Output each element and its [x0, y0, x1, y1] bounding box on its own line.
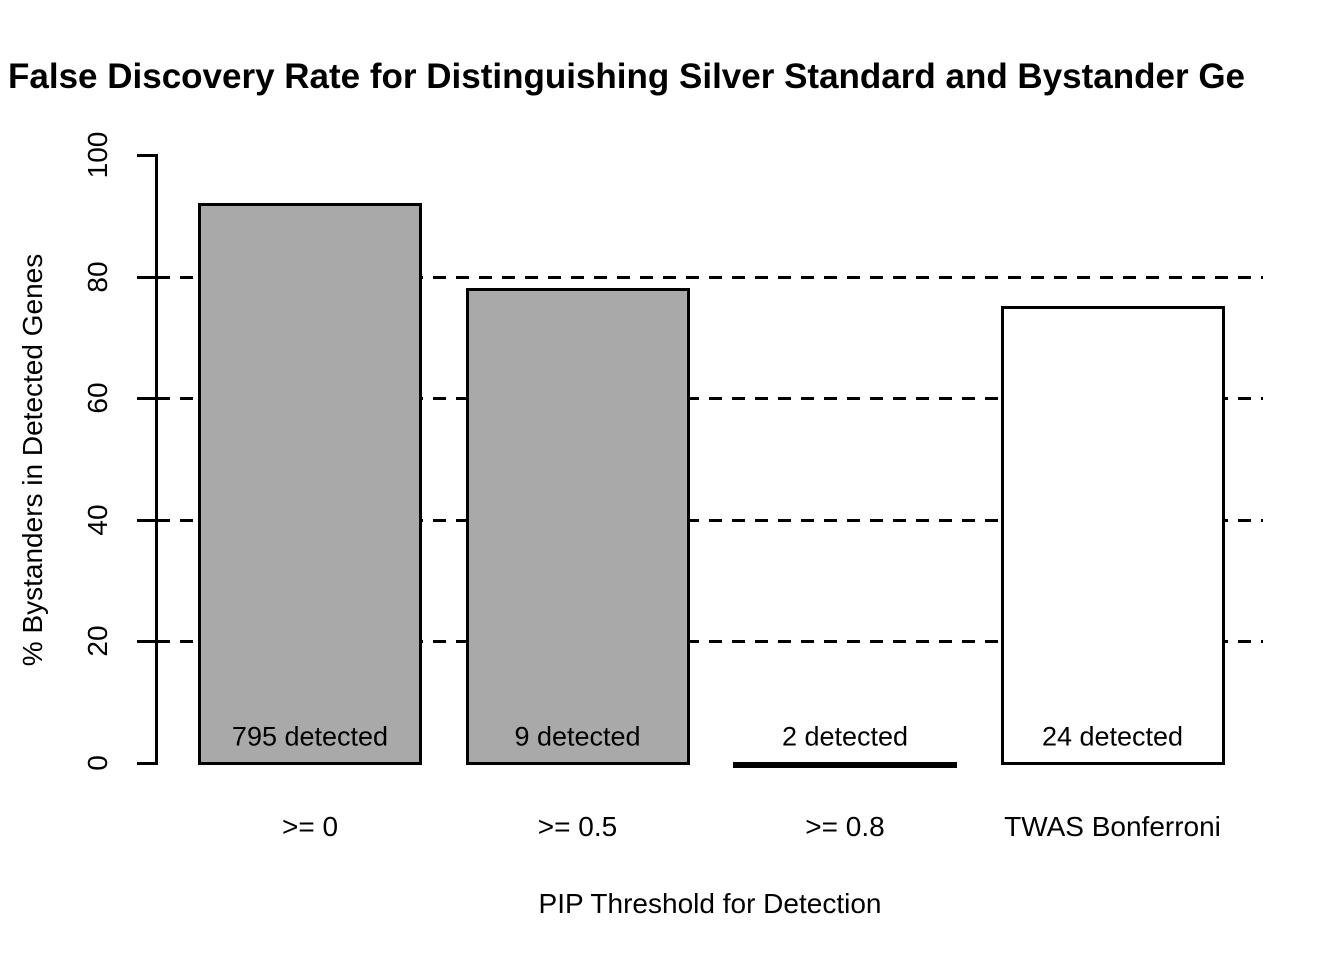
y-tick-label: 60 — [82, 382, 113, 414]
y-tick — [137, 762, 157, 765]
y-tick — [137, 154, 157, 157]
y-tick — [137, 640, 157, 644]
bar — [1000, 306, 1225, 765]
y-tick — [137, 275, 157, 279]
y-axis-label: % Bystanders in Detected Genes — [17, 253, 48, 667]
bar — [465, 288, 690, 765]
gridline — [157, 275, 1263, 279]
bar — [733, 762, 957, 768]
y-tick — [137, 397, 157, 401]
gridline — [157, 518, 1263, 522]
y-tick-label: 80 — [82, 261, 113, 293]
bar-label: 795 detected — [231, 721, 389, 752]
x-category-label: >= 0.8 — [805, 811, 885, 842]
y-tick-label: 100 — [82, 131, 113, 179]
gridline — [157, 640, 1263, 644]
bar-label: 9 detected — [514, 721, 641, 752]
y-tick — [137, 518, 157, 522]
y-tick-label: 20 — [82, 625, 113, 657]
x-category-label: TWAS Bonferroni — [1004, 811, 1221, 842]
x-category-label: >= 0 — [281, 811, 339, 842]
bar — [198, 203, 422, 765]
y-tick-label: 0 — [82, 755, 113, 771]
chart-title: False Discovery Rate for Distinguishing … — [8, 57, 1246, 96]
bar-label: 2 detected — [781, 721, 909, 752]
y-axis-line — [155, 154, 158, 765]
gridline — [157, 397, 1263, 401]
x-axis-label: PIP Threshold for Detection — [538, 888, 882, 919]
x-category-label: >= 0.5 — [537, 811, 618, 842]
bar-label: 24 detected — [1041, 721, 1184, 752]
y-tick-label: 40 — [82, 504, 113, 536]
